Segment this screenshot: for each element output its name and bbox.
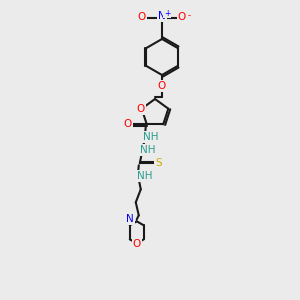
Text: N: N <box>158 11 166 21</box>
Text: O: O <box>158 81 166 91</box>
Text: NH: NH <box>143 132 158 142</box>
Text: NH: NH <box>140 145 155 155</box>
Text: O: O <box>133 239 141 249</box>
Text: NH: NH <box>137 171 152 181</box>
Text: O: O <box>178 12 186 22</box>
Text: S: S <box>155 158 162 168</box>
Text: O: O <box>136 104 145 114</box>
Text: O: O <box>138 12 146 22</box>
Text: O: O <box>124 119 132 129</box>
Text: N: N <box>126 214 134 224</box>
Text: +: + <box>164 8 170 17</box>
Text: -: - <box>188 11 190 20</box>
